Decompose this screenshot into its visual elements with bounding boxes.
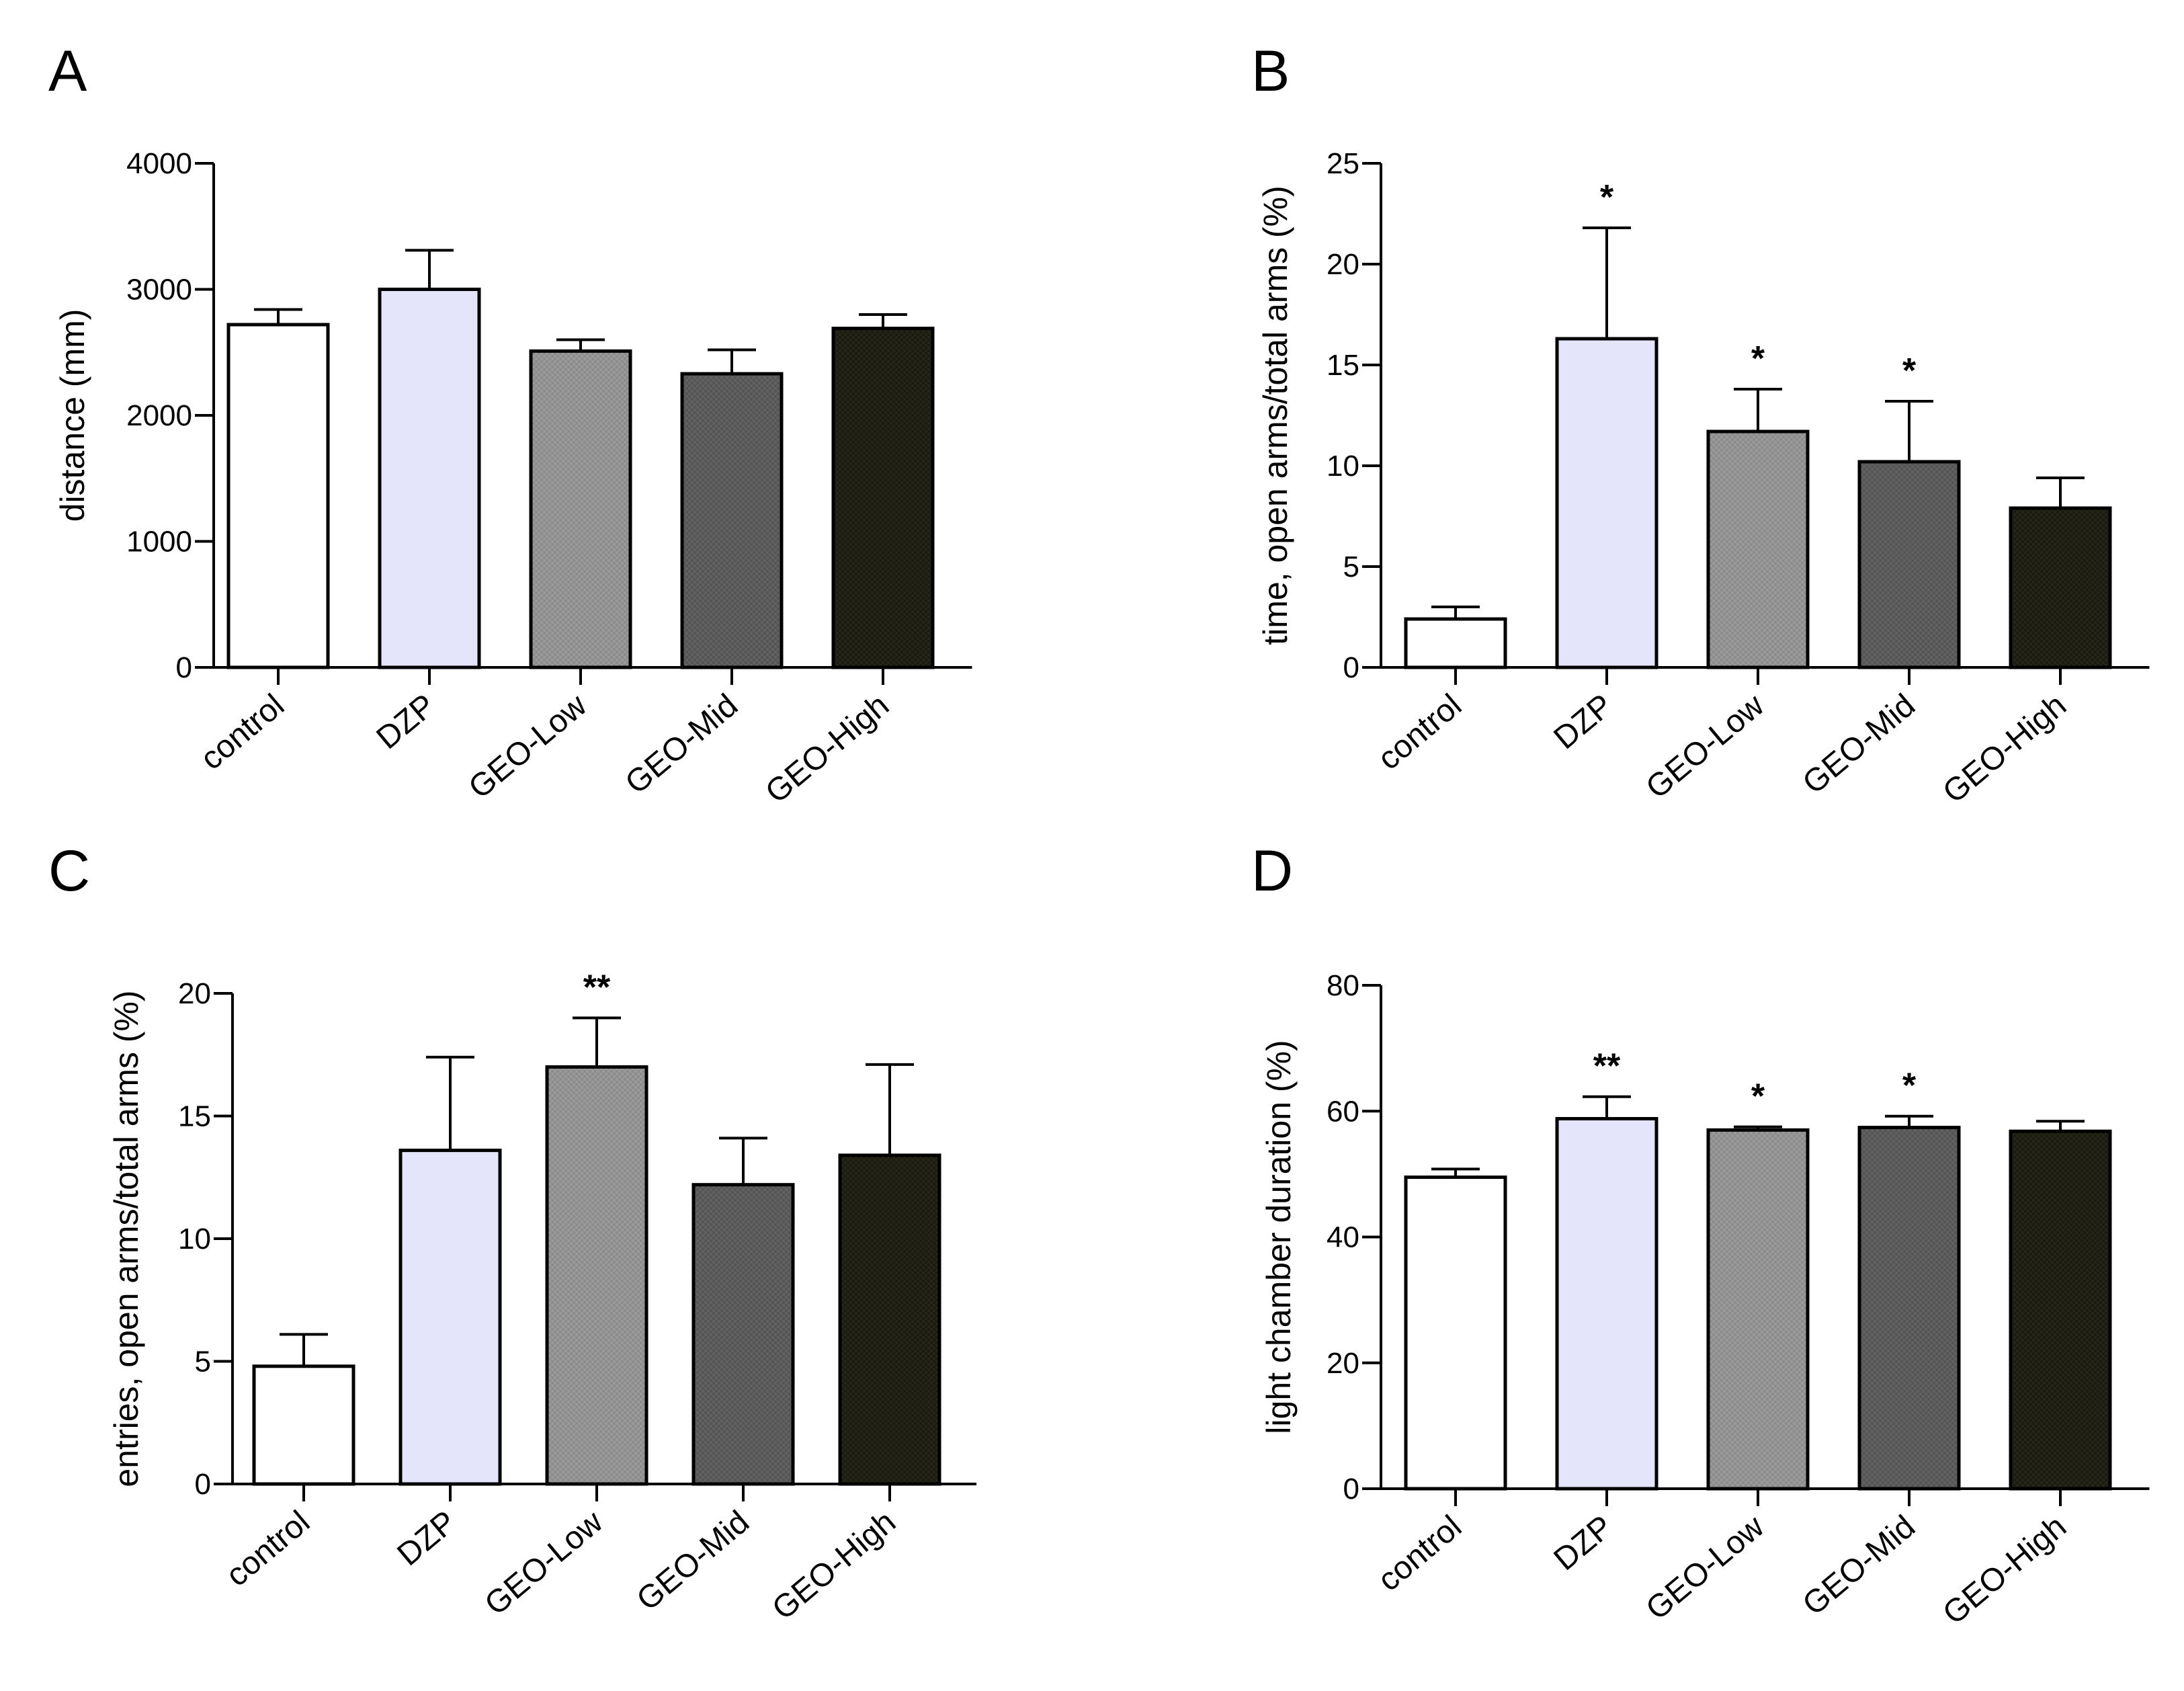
bar-geo-high bbox=[831, 327, 935, 669]
y-tick-label: 10 bbox=[1327, 450, 1359, 483]
y-tick-label: 25 bbox=[1327, 147, 1359, 180]
y-tick-label: 10 bbox=[178, 1223, 211, 1255]
category-label: GEO-High bbox=[1936, 688, 2073, 811]
y-tick-label: 0 bbox=[176, 651, 192, 684]
y-tick-label: 1000 bbox=[126, 526, 192, 559]
y-tick-label: 4000 bbox=[126, 147, 192, 180]
significance-marker: ** bbox=[583, 968, 611, 1007]
bar-dzp bbox=[398, 1149, 502, 1486]
y-tick-label: 5 bbox=[195, 1346, 211, 1378]
panel-c: C 0 5 10 15 20 entries, open arms/total arms (… bbox=[48, 839, 976, 1627]
y-tick-label: 2000 bbox=[126, 399, 192, 432]
category-label: DZP bbox=[390, 1504, 463, 1573]
y-tick-label: 15 bbox=[178, 1100, 211, 1133]
bar-dzp bbox=[1555, 337, 1658, 669]
bar-geo-mid bbox=[1857, 1126, 1961, 1491]
y-tick-label: 15 bbox=[1327, 349, 1359, 382]
category-label: GEO-Mid bbox=[1796, 688, 1922, 801]
significance-marker: * bbox=[1751, 339, 1765, 378]
bar-geo-high bbox=[2009, 506, 2112, 669]
category-label: DZP bbox=[1547, 1509, 1620, 1577]
category-label: DZP bbox=[1547, 688, 1620, 756]
panel-letter: D bbox=[1251, 839, 1293, 903]
bar-control bbox=[226, 323, 330, 669]
y-tick-label: 20 bbox=[1327, 1347, 1359, 1380]
panel-b: B 0 5 10 15 20 25 time, open arms/total arms (%… bbox=[1251, 39, 2150, 811]
y-tick-label: 5 bbox=[1343, 550, 1359, 583]
category-label: control bbox=[194, 688, 291, 777]
significance-marker: * bbox=[1902, 1067, 1917, 1106]
bar-geo-low bbox=[545, 1065, 648, 1486]
significance-marker: * bbox=[1600, 178, 1614, 217]
category-label: GEO-High bbox=[1936, 1509, 2073, 1632]
category-label: control bbox=[1372, 688, 1468, 777]
bar-geo-low bbox=[1706, 1128, 1810, 1491]
category-label: control bbox=[220, 1504, 317, 1594]
y-tick-label: 0 bbox=[1343, 651, 1359, 684]
category-label: GEO-High bbox=[759, 688, 896, 811]
significance-marker: * bbox=[1751, 1077, 1765, 1116]
y-tick-label: 60 bbox=[1327, 1095, 1359, 1128]
y-axis-title: time, open arms/total arms (%) bbox=[1257, 185, 1294, 645]
significance-marker: * bbox=[1902, 352, 1917, 390]
y-axis-title: entries, open arms/total arms (%) bbox=[108, 990, 145, 1487]
bar-control bbox=[1404, 1176, 1507, 1491]
y-tick-label: 80 bbox=[1327, 969, 1359, 1002]
category-label: GEO-High bbox=[765, 1504, 902, 1627]
category-label: GEO-Low bbox=[1640, 688, 1771, 806]
panel-letter: B bbox=[1251, 39, 1290, 104]
significance-marker: ** bbox=[1593, 1047, 1621, 1086]
y-axis-title: light chamber duration (%) bbox=[1260, 1040, 1298, 1434]
category-label: GEO-Mid bbox=[1796, 1509, 1922, 1622]
bar-geo-high bbox=[2009, 1129, 2112, 1491]
panel-d: D 0 20 40 60 80 light chamber duration (%) cont… bbox=[1251, 839, 2150, 1632]
bar-dzp bbox=[378, 288, 481, 669]
bar-dzp bbox=[1555, 1116, 1658, 1491]
category-label: GEO-Low bbox=[478, 1504, 610, 1622]
category-label: control bbox=[1372, 1509, 1468, 1598]
y-tick-label: 20 bbox=[178, 977, 211, 1010]
bar-geo-mid bbox=[691, 1183, 795, 1486]
bar-control bbox=[252, 1364, 355, 1486]
bar-geo-mid bbox=[680, 372, 784, 669]
y-tick-label: 20 bbox=[1327, 248, 1359, 281]
bar-geo-low bbox=[529, 349, 632, 669]
y-tick-label: 3000 bbox=[126, 274, 192, 306]
bar-geo-high bbox=[838, 1153, 941, 1486]
panel-letter: A bbox=[48, 39, 87, 104]
panel-letter: C bbox=[48, 839, 90, 903]
category-label: GEO-Mid bbox=[619, 688, 745, 801]
y-axis-title: distance (mm) bbox=[54, 309, 91, 522]
category-label: GEO-Mid bbox=[630, 1504, 756, 1618]
panel-a: A 0 1000 2000 3000 4000 distance (mm) control DZ… bbox=[48, 39, 972, 811]
category-label: GEO-Low bbox=[1640, 1509, 1771, 1627]
bar-geo-mid bbox=[1857, 460, 1961, 669]
category-label: DZP bbox=[370, 688, 442, 756]
y-tick-label: 40 bbox=[1327, 1221, 1359, 1254]
bar-control bbox=[1404, 617, 1507, 669]
bar-geo-low bbox=[1706, 429, 1810, 669]
y-tick-label: 0 bbox=[1343, 1473, 1359, 1506]
category-label: GEO-Low bbox=[462, 688, 594, 806]
y-tick-label: 0 bbox=[195, 1468, 211, 1501]
